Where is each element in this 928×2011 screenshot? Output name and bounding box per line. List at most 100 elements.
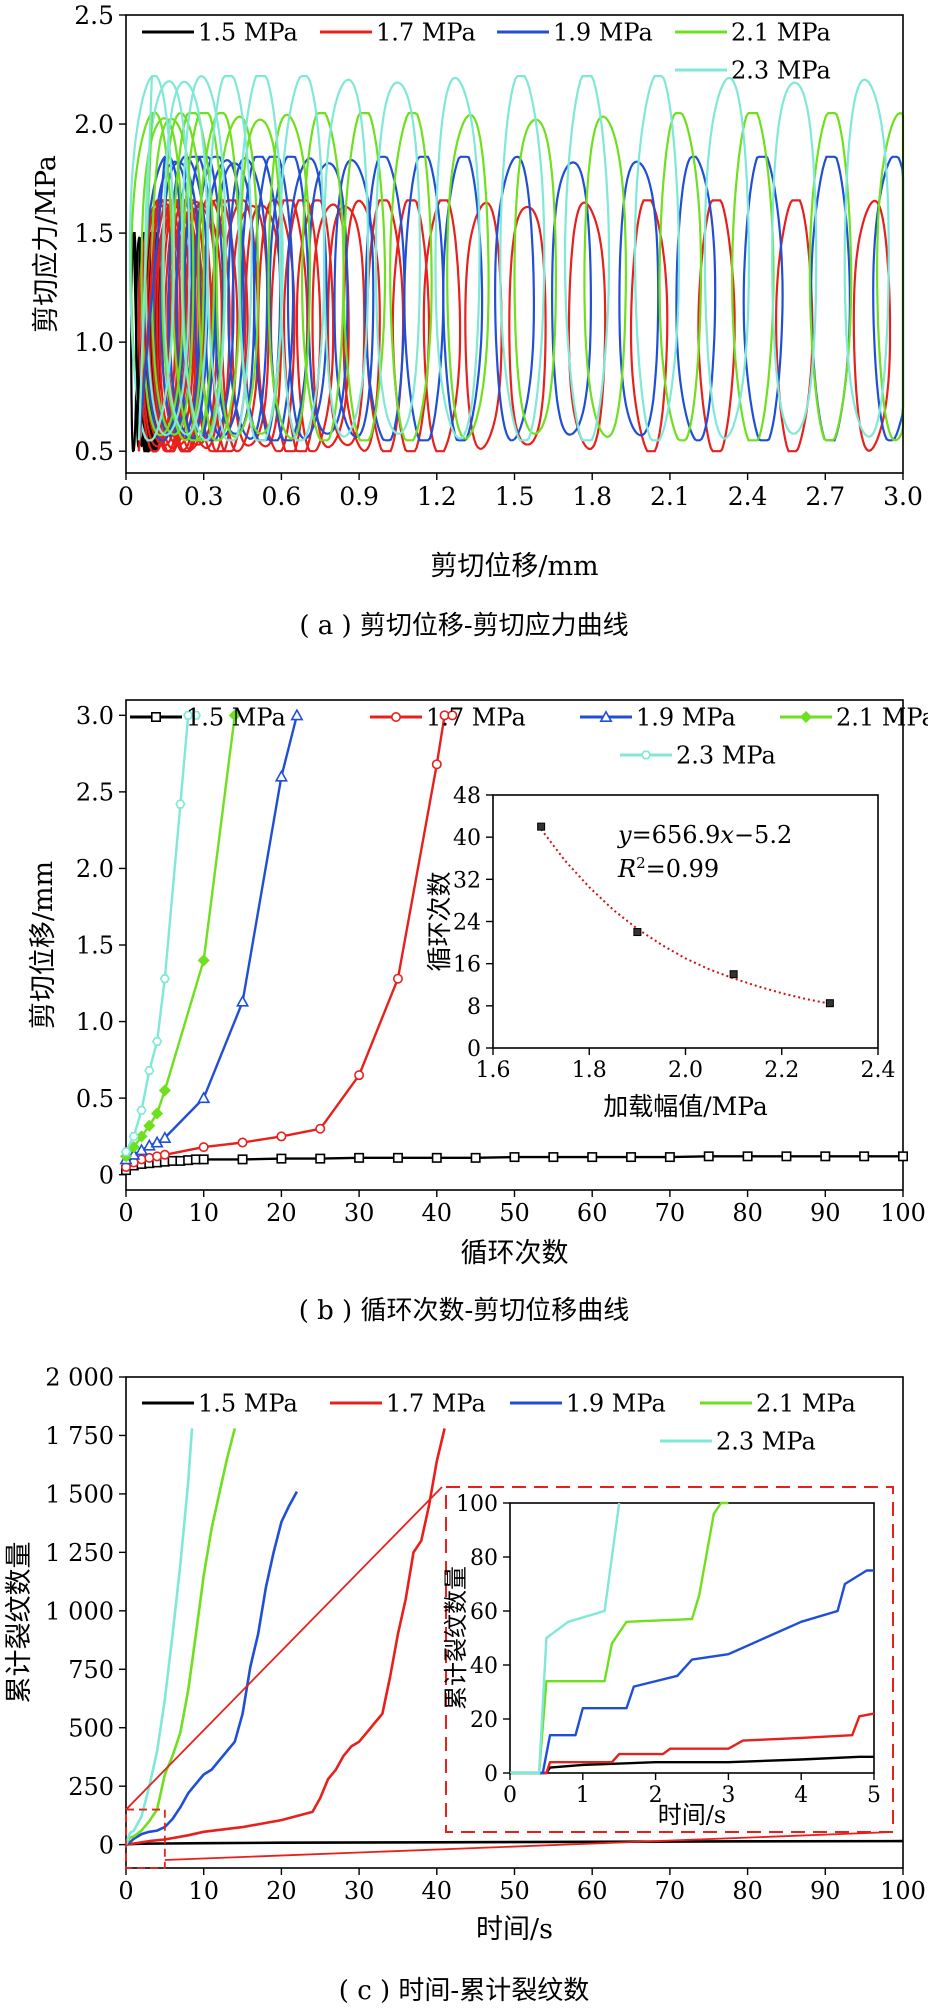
panel-b-data-point	[144, 1066, 155, 1075]
panel-b-data-point	[897, 1151, 908, 1162]
panel-a-x-tick-label: 2.1	[650, 482, 690, 511]
panel-c-inset-x-tick-label: 3	[721, 1783, 735, 1808]
panel-b-x-tick-label: 60	[577, 1199, 608, 1227]
panel-a-loop-21	[513, 118, 558, 435]
panel-a-loop-21	[730, 111, 775, 442]
panel-a-y-tick-label: 0.5	[74, 437, 114, 466]
panel-b-legend-label: 1.9 MPa	[636, 704, 736, 732]
panel-c-x-tick-label: 70	[655, 1877, 686, 1905]
panel-a-initial-loading-line	[137, 76, 153, 441]
panel-b-data-point	[742, 1151, 753, 1162]
panel-c-legend-label: 1.7 MPa	[386, 1390, 486, 1418]
panel-b-inset-y-tick-label: 40	[453, 826, 481, 851]
panel-b-data-point	[431, 759, 442, 770]
panel-b-legend-marker	[799, 710, 813, 724]
panel-b-inset-data-point	[825, 999, 834, 1008]
panel-b-data-point	[431, 1152, 442, 1163]
panel-a-loop-17	[697, 199, 736, 453]
panel-c-inset-y-tick-label: 100	[456, 1492, 498, 1517]
panel-a-loop-23	[144, 80, 191, 437]
panel-a-x-tick-label: 0	[118, 482, 134, 511]
panel-c-series-line	[125, 1839, 904, 1846]
panel-a-legend-label: 1.9 MPa	[553, 19, 653, 47]
panel-b-data-point	[235, 994, 250, 1007]
caption-panel-c: ( c ) 时间-累计裂纹数	[338, 1976, 590, 2006]
panel-c-x-tick-label: 100	[880, 1877, 926, 1905]
panel-b-y-axis-title: 剪切位移/mm	[28, 861, 59, 1029]
panel-b-data-point	[470, 1152, 481, 1163]
panel-c-y-tick-label: 750	[68, 1656, 114, 1684]
panel-b-inset-y-tick-label: 32	[453, 868, 481, 893]
panel-b-x-tick-label: 90	[810, 1199, 841, 1227]
panel-a-loop-17	[342, 199, 381, 452]
panel-b-legend-marker	[151, 711, 162, 722]
panel-b-x-tick-label: 70	[655, 1199, 686, 1227]
panel-a-initial-loading-line	[132, 233, 141, 452]
panel-b-inset-data-point	[537, 822, 546, 831]
panel-b-data-point	[151, 1107, 164, 1120]
panel-b-legend-marker	[640, 750, 652, 760]
panel-a-loop-23	[633, 74, 681, 442]
panel-b-data-point	[237, 1137, 248, 1148]
panel-b-data-point	[197, 1091, 211, 1104]
panel-c-inset-x-tick-label: 1	[576, 1783, 590, 1808]
panel-b-data-point	[315, 1153, 326, 1164]
panel-b-y-tick-label: 2.0	[76, 855, 114, 883]
panel-b-data-point	[175, 799, 186, 809]
panel-c-y-tick-label: 0	[99, 1831, 114, 1859]
panel-a-loop-19	[675, 155, 717, 442]
panel-b-data-point	[274, 769, 288, 782]
panel-b-inset-y-axis-title: 循环次数	[425, 871, 454, 971]
panel-c-inset-dashed-border	[445, 1486, 894, 1833]
panel-c-zoom-region	[125, 1808, 166, 1869]
panel-c-inset-x-tick-label: 4	[794, 1783, 808, 1808]
panel-a-loop-23	[237, 74, 284, 442]
panel-c-inset-x-axis-title: 时间/s	[658, 1801, 726, 1829]
panel-a-x-tick-label: 0.6	[262, 482, 302, 511]
panel-b-inset-r-squared: R2=0.99	[617, 854, 719, 883]
panel-a-loop-19	[333, 158, 375, 439]
panel-c-x-tick-label: 90	[810, 1877, 841, 1905]
panel-b-data-point	[120, 1147, 132, 1157]
panel-a-loop-23	[206, 74, 253, 442]
panel-c-y-tick-label: 1 750	[45, 1422, 114, 1450]
panel-c-y-tick-label: 1 500	[45, 1481, 114, 1509]
panel-a-loop-23	[499, 74, 546, 442]
panel-a-x-tick-label: 0.3	[184, 482, 224, 511]
panel-b-data-point	[128, 1132, 139, 1141]
panel-b-data-point	[703, 1151, 714, 1162]
panel-b-data-point	[237, 1154, 248, 1165]
panel-b-data-point	[136, 1105, 147, 1115]
panel-b-inset-y-tick-label: 16	[453, 953, 481, 978]
panel-b-data-point	[820, 1151, 831, 1162]
panel-c-inset-x-tick-label: 0	[503, 1783, 517, 1808]
panel-a-x-tick-label: 2.7	[805, 482, 845, 511]
panel-b-data-point	[392, 1152, 403, 1163]
panel-b-data-point	[198, 1142, 209, 1153]
panel-c-inset-series-line	[510, 1502, 621, 1775]
panel-c-inset-y-tick-label: 40	[470, 1654, 498, 1679]
panel-b-data-point	[159, 1149, 170, 1160]
panel-b-inset-y-tick-label: 0	[467, 1037, 481, 1062]
panel-a-loop-19	[167, 155, 209, 442]
panel-b-x-tick-label: 0	[118, 1199, 133, 1227]
panel-a-y-tick-label: 2.5	[74, 1, 114, 30]
panel-a-loop-21	[583, 115, 628, 439]
panel-b-legend-label: 2.3 MPa	[676, 742, 776, 770]
panel-a-x-axis-title: 剪切位移/mm	[430, 551, 598, 582]
panel-b-inset-x-tick-label: 2.4	[861, 1058, 896, 1083]
panel-b-inset-y-tick-label: 24	[453, 910, 481, 935]
panel-a-loop-21	[446, 113, 490, 440]
panel-a-loop-21	[150, 117, 195, 436]
panel-c-series-line	[125, 1490, 299, 1846]
panel-b-data-point	[548, 1152, 559, 1163]
panel-c-series-line	[124, 1428, 237, 1846]
panel-b-data-point	[228, 709, 241, 722]
panel-c-y-axis-title: 累计裂纹数量	[4, 1542, 35, 1704]
panel-b-data-point	[197, 954, 210, 967]
panel-a-y-tick-label: 2.0	[74, 110, 114, 139]
caption-panel-a: ( a ) 剪切位移-剪切应力曲线	[299, 611, 629, 641]
panel-b-x-tick-label: 30	[344, 1199, 375, 1227]
panel-a-x-tick-label: 0.9	[339, 482, 379, 511]
